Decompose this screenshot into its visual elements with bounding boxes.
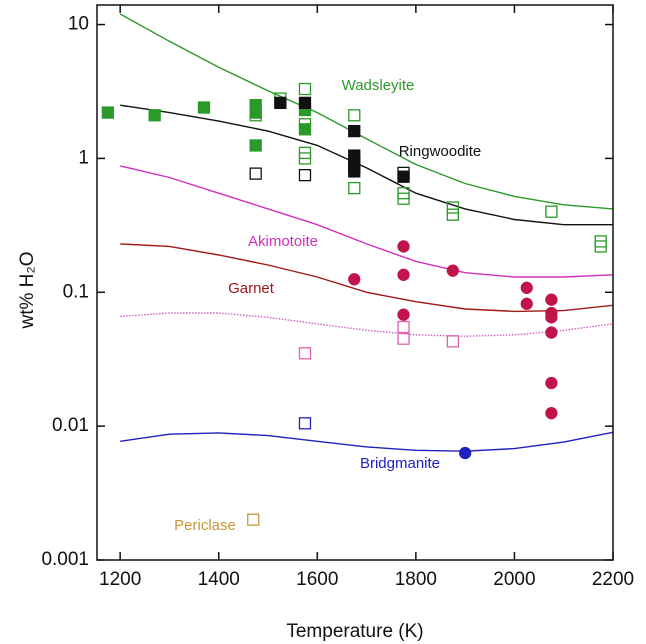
data-point <box>446 335 459 348</box>
x-tick-label: 2200 <box>592 569 634 590</box>
x-tick-label: 1800 <box>395 569 437 590</box>
data-point <box>397 240 410 253</box>
data-point <box>348 109 361 122</box>
data-point <box>249 167 262 180</box>
series-line <box>119 13 613 210</box>
data-point <box>545 326 558 339</box>
data-point <box>148 109 161 122</box>
y-tick-label: 0.1 <box>63 281 89 302</box>
series-label: Bridgmanite <box>360 455 440 472</box>
data-point <box>298 168 312 182</box>
y-tick-label: 10 <box>68 14 89 35</box>
data-point <box>397 308 410 321</box>
data-point <box>298 347 312 360</box>
x-tick-label: 1200 <box>99 569 141 590</box>
data-point <box>446 264 459 277</box>
data-point <box>348 273 361 286</box>
data-point <box>545 205 558 218</box>
data-point <box>348 165 361 178</box>
x-tick-label: 2000 <box>493 569 535 590</box>
data-point <box>446 208 459 221</box>
series-line <box>120 104 613 226</box>
series-label: Akimotoite <box>248 233 318 250</box>
data-point <box>249 106 262 119</box>
data-point <box>249 139 262 152</box>
data-point <box>397 166 410 180</box>
series-line <box>120 165 613 278</box>
data-point <box>298 417 312 430</box>
data-point <box>397 268 410 281</box>
data-point <box>298 82 312 96</box>
data-point <box>348 161 361 175</box>
data-point <box>397 332 410 345</box>
data-point <box>249 109 262 122</box>
data-point <box>545 293 558 306</box>
data-point <box>298 118 312 131</box>
data-point <box>298 96 312 110</box>
data-point <box>520 281 533 294</box>
x-tick-label: 1400 <box>198 569 240 590</box>
series-label: Wadsleyite <box>342 77 415 94</box>
data-point <box>520 297 533 310</box>
plot-frame <box>96 4 614 561</box>
data-point <box>274 96 287 110</box>
data-point <box>397 320 410 334</box>
data-point <box>101 106 114 119</box>
data-point <box>545 376 558 390</box>
data-point <box>298 152 312 165</box>
data-point <box>397 192 410 205</box>
series-line <box>120 243 613 313</box>
data-point <box>545 407 558 420</box>
series-line <box>120 312 613 337</box>
y-tick-label: 0.01 <box>52 415 89 436</box>
y-tick-label: 1 <box>78 147 89 168</box>
x-axis-label: Temperature (K) <box>286 621 423 642</box>
y-tick-label: 0.001 <box>41 549 89 570</box>
annotation: Periclase <box>174 517 236 534</box>
data-point <box>348 181 361 195</box>
series-label: Garnet <box>228 280 275 297</box>
data-point <box>197 101 211 114</box>
y-axis-label: wt% H₂O <box>17 251 38 329</box>
x-tick-label: 1600 <box>296 569 338 590</box>
data-point <box>397 170 410 183</box>
data-point <box>594 240 607 253</box>
data-point <box>458 446 472 460</box>
data-point <box>247 513 260 526</box>
data-point <box>446 201 459 214</box>
series-label: Ringwoodite <box>399 143 482 160</box>
data-point <box>545 311 558 324</box>
data-point <box>348 124 361 138</box>
series-line <box>120 431 613 452</box>
